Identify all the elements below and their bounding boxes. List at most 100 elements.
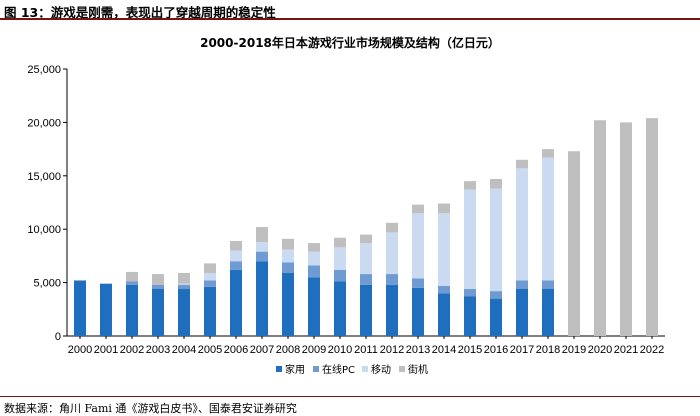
bar-segment-pc xyxy=(464,289,476,297)
x-tick-label: 2009 xyxy=(302,344,326,356)
y-tick-label: 5,000 xyxy=(33,278,61,290)
bar-segment-pc xyxy=(308,265,320,278)
legend-label-arcade: 街机 xyxy=(408,363,428,376)
bar-segment-arcade xyxy=(386,222,398,233)
bar-segment-pc xyxy=(516,280,528,290)
bar-segment-home xyxy=(308,277,320,336)
bar-segment-mobile xyxy=(334,247,346,270)
x-tick-label: 2001 xyxy=(94,344,118,356)
bar-segment-pc xyxy=(386,274,398,285)
bar-segment-mobile xyxy=(178,283,190,285)
figure-caption: 图 13：游戏是刚需，表现出了穿越周期的稳定性 xyxy=(4,5,276,20)
bar-segment-pc xyxy=(282,262,294,273)
x-tick-label: 2019 xyxy=(562,344,586,356)
bar-segment-arcade xyxy=(204,263,216,273)
bar-segment-home xyxy=(386,284,398,336)
x-tick-label: 2016 xyxy=(484,344,508,356)
figure-header: 图 13：游戏是刚需，表现出了穿越周期的稳定性 xyxy=(0,0,700,20)
x-tick-label: 2010 xyxy=(328,344,352,356)
bar-segment-mobile xyxy=(464,189,476,290)
bar-segment-home xyxy=(256,261,268,336)
bar-segment-arcade xyxy=(256,227,268,243)
bar-segment-mobile xyxy=(282,249,294,263)
bar-segment-arcade xyxy=(568,151,580,336)
bar-segment-home xyxy=(230,269,242,336)
y-tick-label: 25,000 xyxy=(27,64,61,76)
bar-segment-arcade xyxy=(282,238,294,250)
y-tick-label: 0 xyxy=(55,331,61,343)
bar-segment-mobile xyxy=(516,168,528,281)
x-tick-label: 2021 xyxy=(614,344,638,356)
y-tick-label: 15,000 xyxy=(27,171,61,183)
bar-segment-pc xyxy=(360,274,372,285)
bar-segment-mobile xyxy=(230,250,242,262)
bar-segment-mobile xyxy=(490,188,502,292)
legend-label-pc: 在线PC xyxy=(322,363,355,376)
x-tick-label: 2012 xyxy=(380,344,404,356)
bar-segment-pc xyxy=(126,281,138,285)
bar-segment-home xyxy=(542,289,554,336)
bar-segment-home xyxy=(126,284,138,336)
bar-segment-pc xyxy=(152,284,164,290)
x-tick-label: 2007 xyxy=(250,344,274,356)
legend-swatch-mobile xyxy=(362,366,368,372)
bar-segment-arcade xyxy=(230,240,242,251)
bar-segment-arcade xyxy=(464,181,476,190)
bar-segment-home xyxy=(178,289,190,336)
bar-segment-arcade xyxy=(178,272,190,284)
bar-segment-arcade xyxy=(126,271,138,282)
legend-swatch-home xyxy=(276,366,282,372)
bar-segment-arcade xyxy=(360,234,372,244)
legend-label-home: 家用 xyxy=(285,363,305,376)
bar-segment-arcade xyxy=(152,274,164,285)
bar-segment-arcade xyxy=(490,179,502,189)
bar-segment-home xyxy=(516,289,528,336)
x-tick-label: 2018 xyxy=(536,344,560,356)
source-note: 数据来源：角川 Fami 通《游戏白皮书》、国泰君安证券研究 xyxy=(4,402,297,415)
bar-segment-arcade xyxy=(438,203,450,214)
bar-segment-mobile xyxy=(308,251,320,266)
y-tick-label: 20,000 xyxy=(27,117,61,129)
bar-segment-pc xyxy=(204,280,216,287)
bar-segment-arcade xyxy=(516,159,528,169)
bar-segment-home xyxy=(282,272,294,336)
bar-segment-mobile xyxy=(204,272,216,281)
bar-segment-pc xyxy=(438,285,450,294)
bar-segment-home xyxy=(490,298,502,336)
bar-segment-mobile xyxy=(256,242,268,252)
bar-segment-pc xyxy=(230,261,242,270)
bar-segment-mobile xyxy=(386,232,398,275)
bar-segment-home xyxy=(152,289,164,336)
x-tick-label: 2015 xyxy=(458,344,482,356)
bar-segment-arcade xyxy=(308,243,320,252)
bar-segment-home xyxy=(464,296,476,336)
bar-segment-home xyxy=(74,280,86,336)
bar-segment-home xyxy=(412,287,424,336)
x-tick-label: 2004 xyxy=(172,344,196,356)
legend-swatch-pc xyxy=(313,366,319,372)
x-tick-label: 2017 xyxy=(510,344,534,356)
bar-segment-home xyxy=(100,283,112,336)
bar-segment-pc xyxy=(542,280,554,290)
legend-label-mobile: 移动 xyxy=(371,363,391,376)
x-tick-label: 2005 xyxy=(198,344,222,356)
x-tick-label: 2002 xyxy=(120,344,144,356)
bar-segment-pc xyxy=(256,251,268,262)
bar-segment-arcade xyxy=(646,118,658,337)
footer-divider xyxy=(0,396,700,397)
bar-segment-mobile xyxy=(360,243,372,275)
bar-segment-pc xyxy=(412,278,424,288)
bar-segment-pc xyxy=(178,284,190,290)
x-tick-label: 2006 xyxy=(224,344,248,356)
x-tick-label: 2022 xyxy=(640,344,664,356)
x-tick-label: 2014 xyxy=(432,344,456,356)
bar-segment-pc xyxy=(490,291,502,299)
x-tick-label: 2008 xyxy=(276,344,300,356)
bar-segment-mobile xyxy=(412,213,424,279)
bar-segment-arcade xyxy=(412,204,424,214)
x-tick-label: 2013 xyxy=(406,344,430,356)
bar-segment-arcade xyxy=(594,120,606,336)
x-tick-label: 2011 xyxy=(354,344,378,356)
legend-swatch-arcade xyxy=(399,366,405,372)
